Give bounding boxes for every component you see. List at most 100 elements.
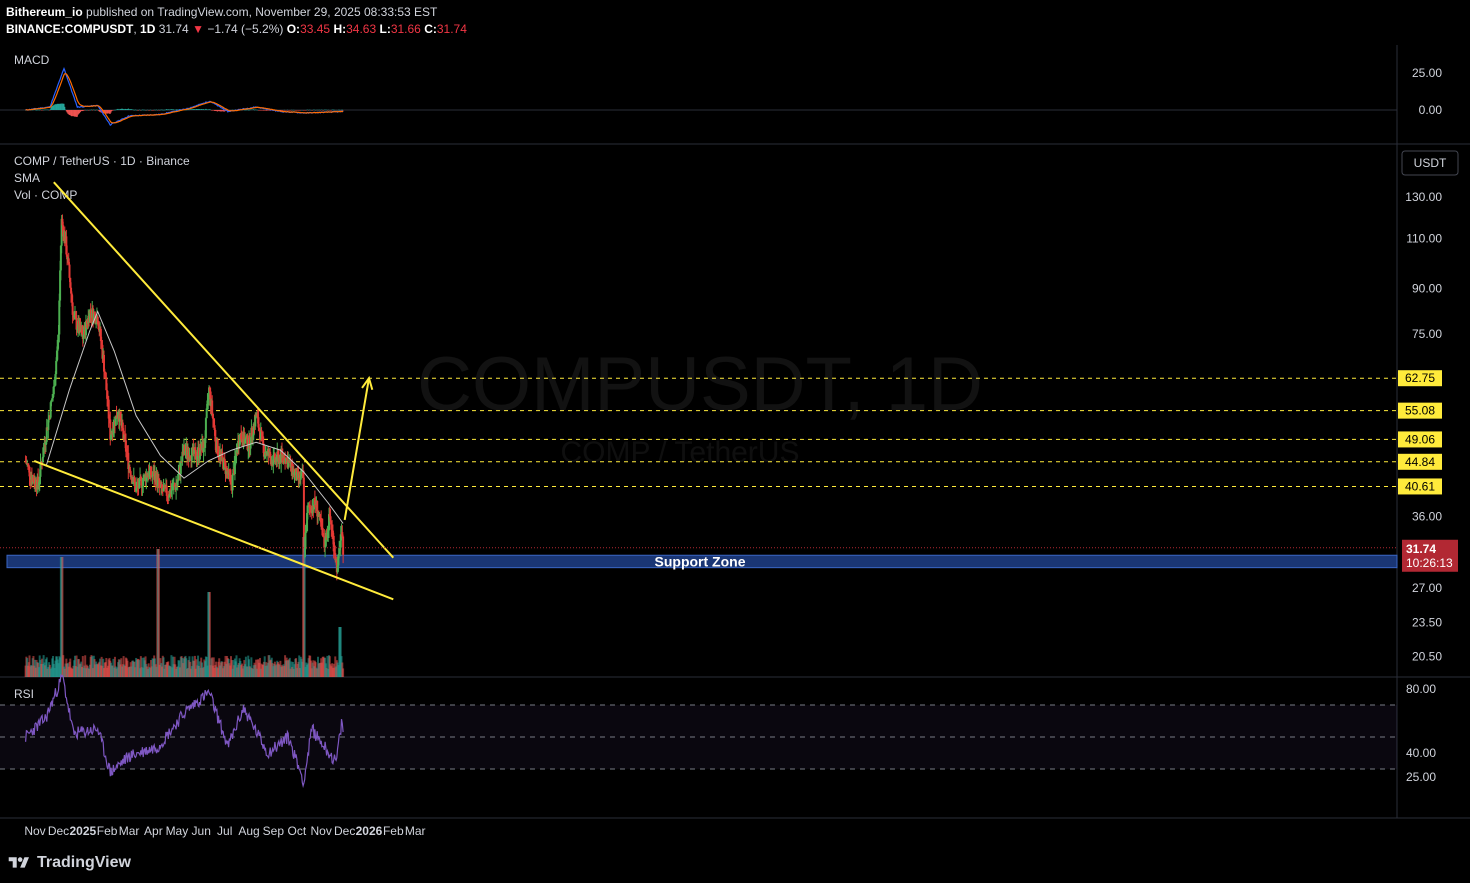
sma-legend[interactable]: SMA [14,171,41,185]
candle-body [237,440,240,454]
macd-histogram-bar [89,109,91,111]
macd-histogram-bar [172,109,174,110]
candle-body [252,423,255,436]
volume-bar [81,656,84,677]
macd-histogram-bar [156,109,158,111]
macd-histogram-bar [288,110,290,111]
candle-body [114,415,117,426]
macd-histogram-bar [248,109,250,111]
candle-body [177,473,180,481]
chart-canvas[interactable]: COMPUSDT, 1D COMP / TetherUS Support Zone 6… [0,0,1470,850]
candle-body [295,471,298,481]
candle-body [306,513,309,532]
macd-histogram-bar [336,109,338,111]
candle-body [199,443,202,456]
time-axis-tick: Sep [263,824,285,838]
time-axis-tick: Feb [97,824,118,838]
macd-histogram-bar [323,109,325,111]
symbol-info-bar: BINANCE:COMPUSDT, 1D 31.74 ▼ −1.74 (−5.2… [6,22,467,36]
macd-histogram-bar [141,109,143,111]
candle-body [54,374,57,386]
candle-body [97,324,100,330]
low-label: L: [379,22,391,36]
macd-histogram-bar [136,109,138,111]
candle-body [183,444,186,453]
macd-histogram-bar [218,110,220,112]
macd-histogram-bar [164,109,166,111]
candle-body [84,320,87,336]
macd-histogram-bar [105,110,107,114]
macd-histogram-bar [265,110,267,111]
publisher-name[interactable]: Bithereum_io [6,5,83,19]
macd-histogram-bar [52,105,54,110]
macd-histogram-bar [142,109,144,111]
candle-body [171,489,174,491]
candle-body [324,546,327,548]
candle-body [28,466,31,477]
volume-bar [105,657,108,677]
symbol-name[interactable]: BINANCE:COMPUSDT [6,22,134,36]
candle-body [132,481,134,484]
macd-histogram-bar [286,110,288,111]
candle-body [248,437,251,449]
candle-body [216,439,219,455]
volume-bar [342,668,345,677]
macd-histogram-bar [341,109,343,111]
macd-histogram-bar [197,109,199,110]
candle-body [110,434,113,440]
macd-histogram-bar [47,109,49,111]
candle-body [327,530,330,533]
macd-histogram-bar [175,109,177,111]
macd-histogram-bar [160,109,162,111]
macd-histogram-bar [300,110,302,111]
macd-histogram-bar [130,109,132,110]
open-value: 33.45 [300,22,331,36]
macd-histogram-bar [319,109,321,111]
candle-body [308,504,311,508]
rsi-legend[interactable]: RSI [14,687,35,701]
volume-bar [185,658,188,677]
macd-histogram-bar [188,109,190,111]
candle-body [55,360,58,375]
macd-histogram-bar [312,110,314,111]
macd-histogram-bar [279,110,281,111]
main-series-legend[interactable]: COMP / TetherUS · 1D · Binance [14,154,190,168]
candle-body [226,467,229,472]
candle-body [257,417,260,428]
macd-histogram-bar [108,110,110,114]
macd-histogram-bar [322,110,324,111]
high-label: H: [333,22,347,36]
macd-histogram-bar [59,103,61,110]
candle-body [82,334,85,340]
macd-histogram-bar [283,110,285,111]
macd-histogram-bar [121,108,123,110]
macd-histogram-bar [174,109,176,111]
macd-histogram-bar [214,110,216,111]
macd-histogram-bar [163,109,165,111]
macd-histogram-bar [72,110,74,117]
macd-histogram-bar [139,109,141,111]
volume-bar [288,657,291,677]
macd-histogram-bar [328,110,330,111]
macd-legend[interactable]: MACD [14,53,50,67]
candle-body [79,323,82,332]
macd-histogram-bar [157,110,159,111]
candle-body [319,514,322,520]
macd-histogram-bar [219,110,221,112]
macd-histogram-bar [203,109,205,111]
candle-body [329,516,332,522]
volume-bar [28,655,31,677]
candle-body [43,444,46,448]
macd-histogram-bar [215,110,217,111]
close-label: C: [424,22,437,36]
macd-histogram-bar [250,109,252,111]
macd-histogram-bar [115,109,117,111]
macd-histogram-bar [54,104,56,110]
macd-histogram-bar [257,109,259,111]
candle-body [69,277,72,288]
macd-histogram-bar [84,109,86,111]
macd-histogram-bar [315,109,317,111]
candle-body [168,496,171,498]
macd-histogram-bar [221,110,223,112]
rsi-line [25,673,344,789]
